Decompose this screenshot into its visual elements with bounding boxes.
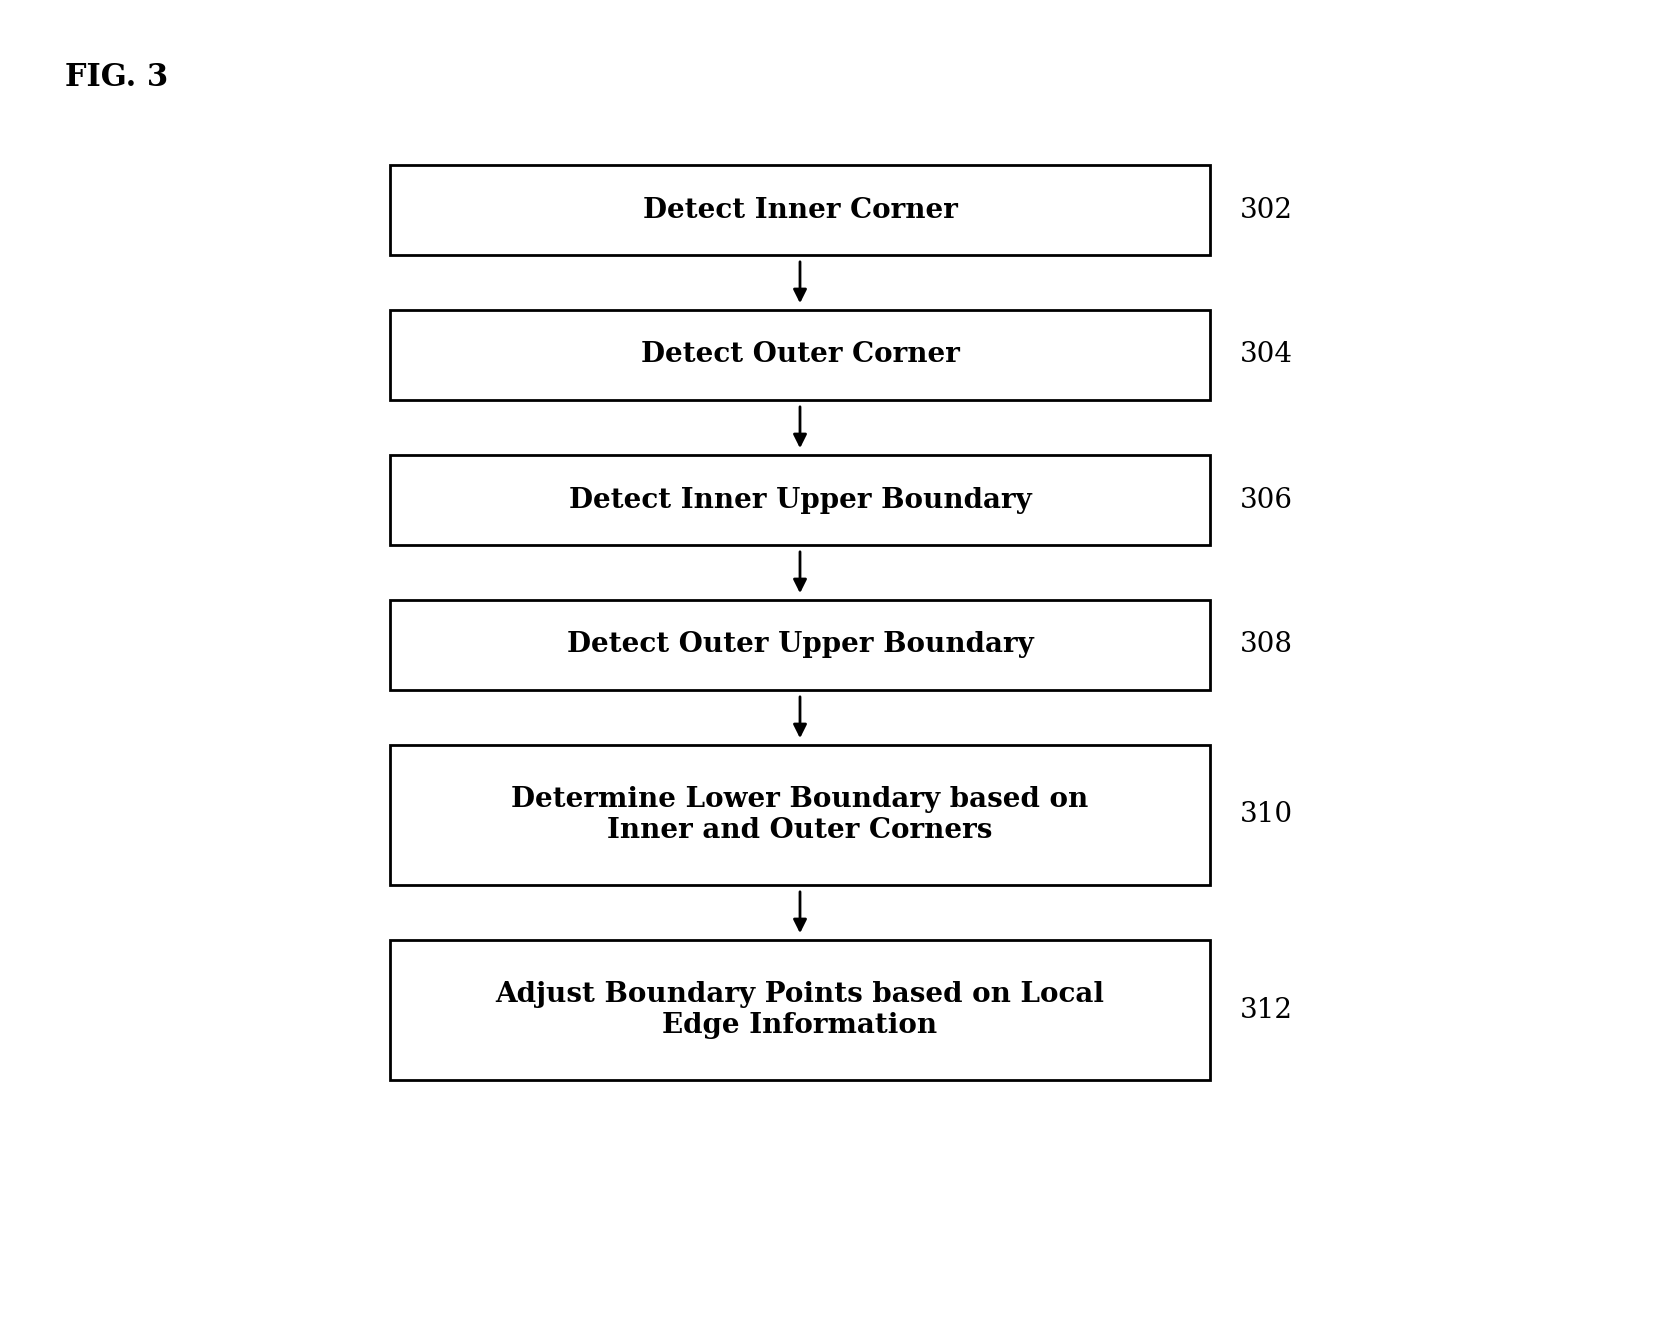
Text: 306: 306 [1240,486,1293,513]
Bar [389,165,1210,255]
Text: 302: 302 [1240,197,1293,223]
Text: Detect Inner Corner: Detect Inner Corner [643,197,957,223]
Text: FIG. 3: FIG. 3 [65,62,169,93]
Text: 310: 310 [1240,801,1293,829]
Bar [389,455,1210,545]
Bar [389,600,1210,690]
Text: Detect Outer Upper Boundary: Detect Outer Upper Boundary [566,632,1033,658]
Bar [389,746,1210,884]
Text: Adjust Boundary Points based on Local
Edge Information: Adjust Boundary Points based on Local Ed… [496,981,1105,1039]
Text: 308: 308 [1240,632,1293,658]
Text: Detect Inner Upper Boundary: Detect Inner Upper Boundary [568,486,1031,513]
Text: 312: 312 [1240,997,1293,1023]
Bar [389,940,1210,1080]
Text: 304: 304 [1240,341,1293,369]
Text: Determine Lower Boundary based on
Inner and Outer Corners: Determine Lower Boundary based on Inner … [511,785,1088,845]
Text: Detect Outer Corner: Detect Outer Corner [640,341,959,369]
Bar [389,309,1210,401]
